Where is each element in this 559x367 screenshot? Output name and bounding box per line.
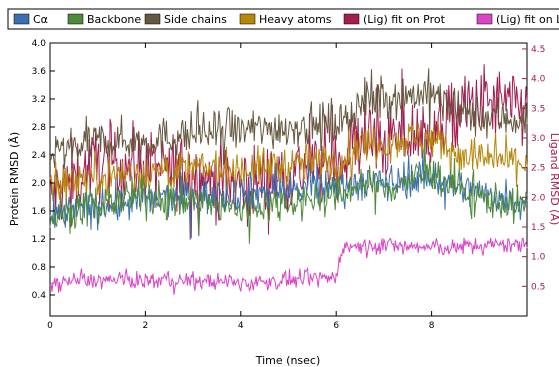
x-tick-label: 8 bbox=[429, 321, 435, 331]
legend-label-backbone: Backbone bbox=[87, 13, 141, 26]
y-left-tick-label: 3.6 bbox=[32, 67, 47, 77]
legend-label-lig-fit-on-prot: (Lig) fit on Prot bbox=[363, 13, 446, 26]
series-line-lig-fit-on-lig bbox=[49, 237, 528, 295]
legend-label-heavy-atoms: Heavy atoms bbox=[259, 13, 332, 26]
y-right-axis-label: Ligand RMSD (Å) bbox=[548, 133, 559, 226]
series-line-backbone bbox=[49, 138, 528, 244]
y-left-tick-label: 1.6 bbox=[32, 207, 47, 217]
y-left-axis-ticks: 0.4 0.8 1.2 1.6 2.0 2.4 2.8 3.2 3.6 4.0 bbox=[32, 39, 55, 301]
y-left-axis-label: Protein RMSD (Å) bbox=[8, 132, 21, 226]
x-tick-label: 0 bbox=[47, 321, 53, 331]
x-tick-label: 2 bbox=[143, 321, 149, 331]
y-right-tick-label: 4.0 bbox=[531, 75, 546, 85]
y-right-tick-label: 2.0 bbox=[531, 193, 546, 203]
y-right-axis-ticks: 0.5 1.0 1.5 2.0 2.5 3.0 3.5 4.0 4.5 bbox=[522, 45, 546, 292]
legend-swatch-c-alpha bbox=[13, 13, 30, 25]
y-right-tick-label: 1.5 bbox=[531, 223, 545, 233]
y-left-tick-label: 3.2 bbox=[32, 95, 46, 105]
legend-swatch-heavy-atoms bbox=[239, 13, 256, 25]
series-line-side-chains bbox=[49, 68, 528, 170]
y-right-tick-label: 0.5 bbox=[531, 282, 545, 292]
y-right-tick-label: 3.5 bbox=[531, 104, 545, 114]
series-line-heavy-atoms bbox=[49, 122, 528, 208]
y-right-tick-label: 3.0 bbox=[531, 134, 546, 144]
y-left-tick-label: 2.8 bbox=[32, 123, 47, 133]
legend-label-side-chains: Side chains bbox=[164, 13, 227, 26]
y-left-tick-label: 0.8 bbox=[32, 263, 47, 273]
legend-label-c-alpha: Cα bbox=[33, 13, 48, 26]
legend-swatch-side-chains bbox=[144, 13, 161, 25]
y-right-tick-label: 2.5 bbox=[531, 164, 545, 174]
y-left-tick-label: 0.4 bbox=[32, 291, 47, 301]
y-left-tick-label: 2.4 bbox=[32, 151, 47, 161]
series-lines bbox=[49, 64, 528, 295]
x-axis-ticks: 0 2 4 6 8 bbox=[47, 43, 435, 331]
legend: Cα Backbone Side chains Heavy atoms (Lig) fi… bbox=[7, 8, 559, 30]
legend-label-lig-fit-on-lig: (Lig) fit on Lig bbox=[496, 13, 559, 26]
x-tick-label: 4 bbox=[238, 321, 244, 331]
series-line-c-alpha bbox=[49, 152, 528, 240]
legend-swatch-lig-fit-on-prot bbox=[343, 13, 360, 25]
x-axis-label: Time (nsec) bbox=[255, 354, 321, 367]
legend-swatch-backbone bbox=[67, 13, 84, 25]
y-left-tick-label: 4.0 bbox=[32, 39, 47, 49]
y-left-tick-label: 2.0 bbox=[32, 179, 47, 189]
y-right-tick-label: 4.5 bbox=[531, 45, 545, 55]
x-tick-label: 6 bbox=[333, 321, 339, 331]
legend-swatch-lig-fit-on-lig bbox=[476, 13, 493, 25]
y-left-tick-label: 1.2 bbox=[32, 235, 46, 245]
y-right-tick-label: 1.0 bbox=[531, 253, 546, 263]
